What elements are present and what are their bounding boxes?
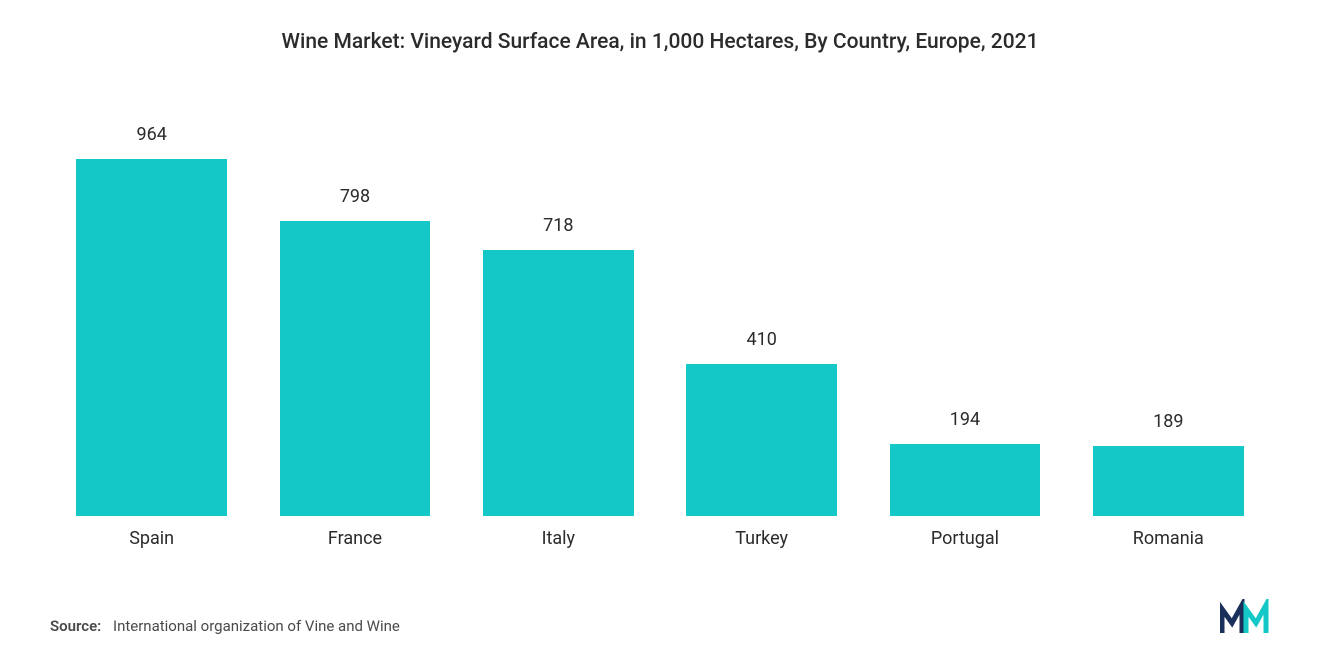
bar-wrapper: 189 bbox=[1067, 114, 1270, 516]
bar-wrapper: 718 bbox=[457, 114, 660, 516]
source-text: Source: International organization of Vi… bbox=[50, 617, 400, 635]
bar-group-spain: 964 Spain bbox=[50, 114, 253, 549]
bar-group-romania: 189 Romania bbox=[1067, 114, 1270, 549]
bar-label: France bbox=[328, 528, 382, 549]
bar-value: 194 bbox=[950, 409, 980, 430]
bar-group-portugal: 194 Portugal bbox=[863, 114, 1066, 549]
bar-value: 964 bbox=[136, 124, 166, 145]
bar-wrapper: 410 bbox=[660, 114, 863, 516]
bar-label: Italy bbox=[542, 528, 575, 549]
bar-wrapper: 194 bbox=[863, 114, 1066, 516]
bar-romania bbox=[1093, 446, 1243, 516]
bar-value: 798 bbox=[340, 186, 370, 207]
mordor-logo-icon bbox=[1220, 599, 1270, 635]
bar-label: Spain bbox=[129, 528, 174, 549]
source-row: Source: International organization of Vi… bbox=[40, 599, 1280, 645]
bar-label: Portugal bbox=[931, 528, 999, 549]
bar-group-france: 798 France bbox=[253, 114, 456, 549]
source-label: Source: bbox=[50, 617, 101, 635]
bar-label: Turkey bbox=[735, 528, 788, 549]
plot-area: 964 Spain 798 France 718 Italy 410 bbox=[40, 114, 1280, 549]
bar-group-turkey: 410 Turkey bbox=[660, 114, 863, 549]
chart-title: Wine Market: Vineyard Surface Area, in 1… bbox=[40, 30, 1280, 54]
bar-italy bbox=[483, 250, 633, 516]
bar-value: 718 bbox=[543, 215, 573, 236]
bar-portugal bbox=[890, 444, 1040, 516]
bar-value: 410 bbox=[746, 329, 776, 350]
bar-wrapper: 798 bbox=[253, 114, 456, 516]
chart-container: Wine Market: Vineyard Surface Area, in 1… bbox=[0, 0, 1320, 665]
bar-group-italy: 718 Italy bbox=[457, 114, 660, 549]
bar-spain bbox=[76, 159, 226, 516]
bar-turkey bbox=[686, 364, 836, 516]
bar-label: Romania bbox=[1133, 528, 1204, 549]
bar-wrapper: 964 bbox=[50, 114, 253, 516]
bar-france bbox=[280, 221, 430, 516]
source-value: International organization of Vine and W… bbox=[113, 617, 400, 635]
bar-value: 189 bbox=[1153, 411, 1183, 432]
